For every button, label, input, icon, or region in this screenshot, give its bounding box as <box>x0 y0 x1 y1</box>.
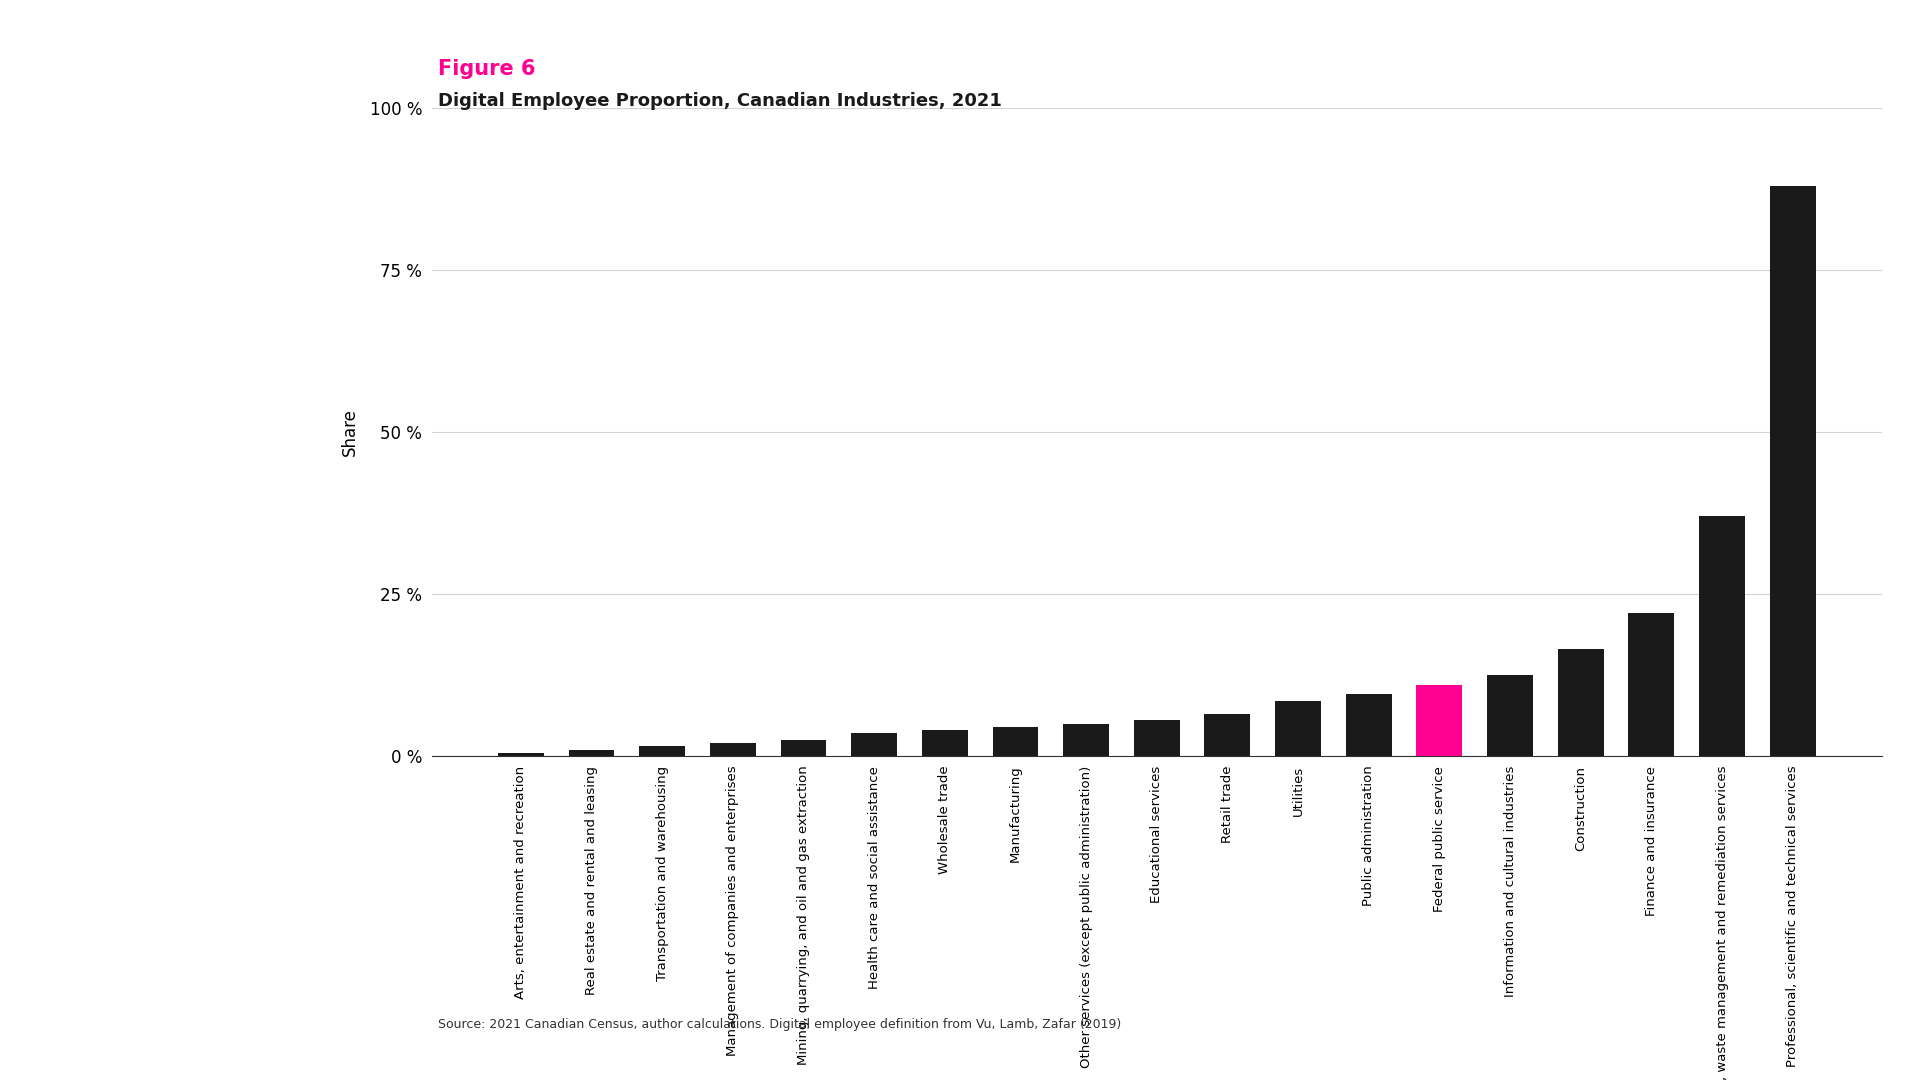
Text: KEY FINDINGS: KEY FINDINGS <box>38 724 180 742</box>
Bar <box>497 753 543 756</box>
Bar <box>1488 675 1532 756</box>
Bar <box>1770 186 1816 756</box>
Bar <box>922 730 968 756</box>
Text: Assessing Digital
Transformation in the
Government of Canada: Assessing Digital Transformation in the … <box>38 410 328 501</box>
Bar <box>1699 516 1745 756</box>
Text: Source: 2021 Canadian Census, author calculations. Digital employee definition f: Source: 2021 Canadian Census, author cal… <box>438 1018 1121 1031</box>
Bar <box>1628 613 1674 756</box>
Bar <box>1557 649 1603 756</box>
Bar <box>1204 714 1250 756</box>
Bar <box>568 750 614 756</box>
Bar <box>781 740 826 756</box>
Bar <box>1064 724 1110 756</box>
Text: Byte-Sized: Byte-Sized <box>38 130 390 187</box>
Bar <box>851 733 897 756</box>
Text: Digital Employee Proportion, Canadian Industries, 2021: Digital Employee Proportion, Canadian In… <box>438 92 1002 110</box>
Text: Figure 6: Figure 6 <box>438 59 536 80</box>
Text: Progress:: Progress: <box>38 259 351 316</box>
Bar <box>710 743 756 756</box>
Bar <box>1135 720 1179 756</box>
Bar <box>993 727 1039 756</box>
Bar <box>1275 701 1321 756</box>
Bar <box>1417 685 1463 756</box>
Bar <box>639 746 685 756</box>
Bar <box>1346 694 1392 756</box>
Y-axis label: Share: Share <box>340 408 359 456</box>
